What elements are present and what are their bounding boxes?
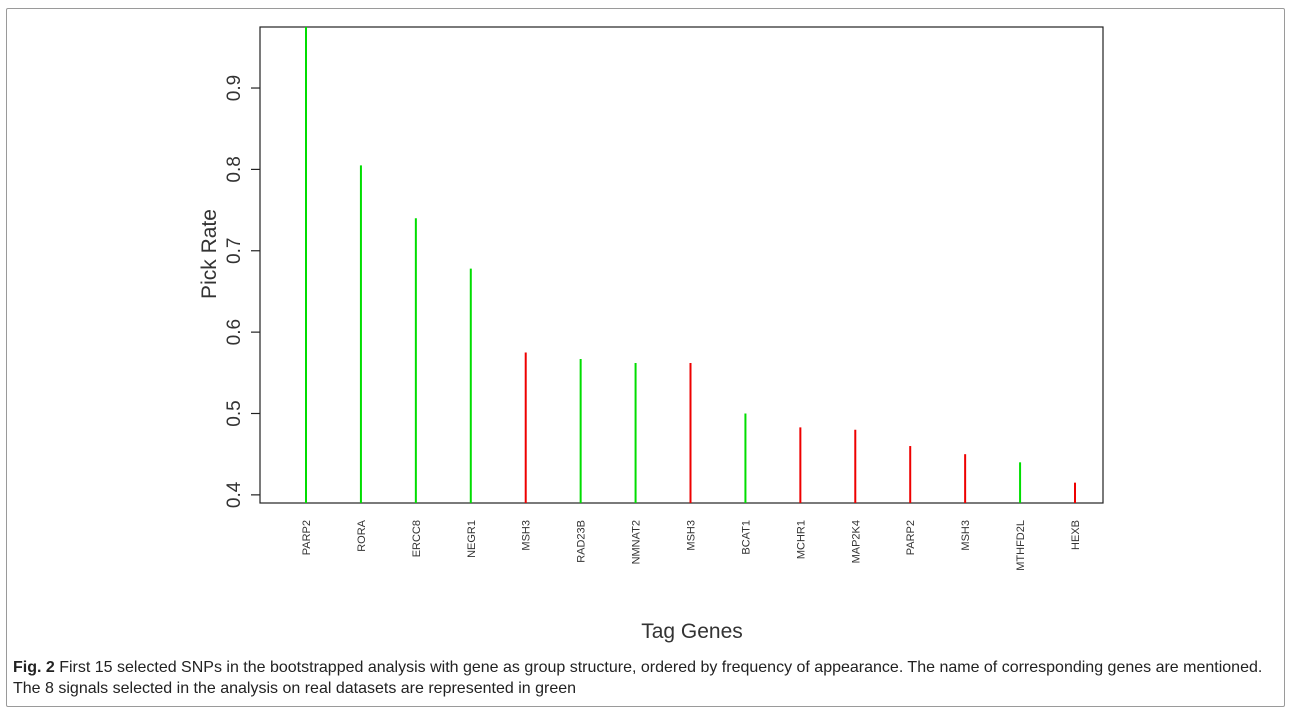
x-tick-label: NMNAT2: [631, 520, 643, 564]
figure-caption: Fig. 2 First 15 selected SNPs in the boo…: [13, 657, 1278, 699]
needle-chart: 0.4 0.5 0.6 0.7 0.8 0.9 PARP2 RORA ERCC8 NEGR1 MS…: [198, 26, 1104, 643]
x-tick-label: RORA: [356, 519, 368, 551]
y-tick-label: 0.9: [224, 75, 245, 101]
x-tick-label: NEGR1: [466, 520, 478, 558]
y-tick-label: 0.5: [224, 400, 245, 426]
figure-frame: [6, 8, 1285, 707]
x-tick-label: BCAT1: [740, 520, 752, 555]
y-axis-label: Pick Rate: [198, 209, 221, 299]
x-tick-label: MSH3: [521, 520, 533, 551]
x-tick-label: MTHFD2L: [1015, 520, 1027, 571]
x-tick-label: RAD23B: [576, 520, 588, 563]
plot-box: [259, 26, 1104, 504]
x-tick-label: PARP2: [301, 520, 313, 555]
x-tick-label: ERCC8: [411, 520, 423, 557]
x-tick-labels: PARP2 RORA ERCC8 NEGR1 MSH3 RAD23B NMNAT2 MSH3 B…: [301, 519, 1082, 570]
x-tick-label: MCHR1: [795, 520, 807, 559]
bars-group: [305, 27, 1076, 503]
x-axis-label: Tag Genes: [641, 620, 743, 643]
x-tick-label: HEXB: [1070, 520, 1082, 550]
y-tick-label: 0.6: [224, 319, 245, 345]
y-tick-label: 0.4: [224, 481, 245, 508]
y-tick-label: 0.8: [224, 156, 245, 182]
caption-text: First 15 selected SNPs in the bootstrapp…: [13, 659, 1263, 697]
x-tick-label: MAP2K4: [850, 520, 862, 563]
y-axis: 0.4 0.5 0.6 0.7 0.8 0.9: [224, 75, 260, 508]
caption-label: Fig. 2: [13, 659, 55, 676]
plot-area: [259, 26, 1104, 504]
x-tick-label: MSH3: [686, 520, 698, 551]
x-tick-label: PARP2: [905, 520, 917, 555]
y-tick-label: 0.7: [224, 238, 245, 264]
x-tick-label: MSH3: [960, 520, 972, 551]
